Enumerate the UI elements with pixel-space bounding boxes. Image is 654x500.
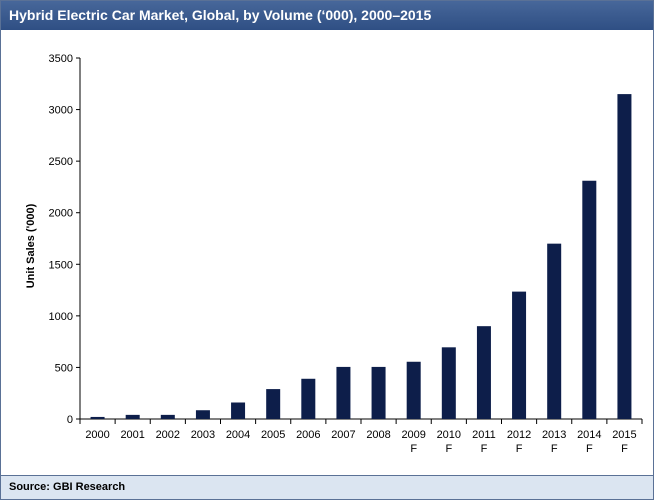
- bar-2007: [336, 366, 351, 419]
- y-tick-label: 3000: [49, 105, 73, 117]
- x-tick-label: 2002: [156, 429, 180, 441]
- x-tick-label: 2003: [191, 429, 215, 441]
- forecast-label: F: [410, 443, 417, 455]
- bar-2014: [582, 180, 597, 419]
- chart-title: Hybrid Electric Car Market, Global, by V…: [9, 7, 432, 23]
- x-tick-label: 2015: [612, 429, 636, 441]
- bar-2002: [160, 414, 175, 419]
- x-tick-label: 2008: [366, 429, 390, 441]
- x-tick-label: 2001: [120, 429, 144, 441]
- y-tick-label: 2000: [49, 208, 73, 220]
- footer-bar: Source: GBI Research: [1, 475, 653, 499]
- y-tick-label: 1500: [49, 259, 73, 271]
- x-tick-label: 2004: [226, 429, 250, 441]
- bar-2008: [371, 366, 386, 419]
- x-tick-label: 2000: [85, 429, 109, 441]
- bar-2001: [125, 414, 140, 419]
- title-bar: Hybrid Electric Car Market, Global, by V…: [1, 1, 653, 30]
- bar-2010: [441, 347, 456, 419]
- source-label: Source: GBI Research: [9, 481, 126, 493]
- x-tick-label: 2006: [296, 429, 320, 441]
- y-tick-label: 0: [67, 414, 73, 426]
- x-tick-label: 2014: [577, 429, 601, 441]
- x-tick-label: 2012: [507, 429, 531, 441]
- forecast-label: F: [481, 443, 488, 455]
- forecast-label: F: [516, 443, 523, 455]
- bar-2003: [195, 410, 210, 419]
- x-tick-label: 2009: [401, 429, 425, 441]
- bar-2000: [90, 416, 105, 419]
- forecast-label: F: [445, 443, 452, 455]
- x-tick-label: 2011: [472, 429, 496, 441]
- bar-2011: [476, 326, 491, 419]
- y-tick-label: 3500: [49, 53, 73, 65]
- bar-2013: [547, 243, 562, 419]
- bar-2004: [231, 402, 246, 419]
- x-tick-label: 2013: [542, 429, 566, 441]
- y-axis-title: Unit Sales ('000): [25, 203, 37, 288]
- x-tick-label: 2010: [437, 429, 461, 441]
- y-tick-label: 2500: [49, 156, 73, 168]
- bar-2009: [406, 361, 421, 419]
- forecast-label: F: [586, 443, 593, 455]
- bar-2006: [301, 378, 316, 419]
- bar-chart: Unit Sales ('000) 0 500 1000 1500 2000 2500 30…: [25, 53, 643, 455]
- y-tick-label: 500: [55, 362, 73, 374]
- x-tick-label: 2007: [331, 429, 355, 441]
- bar-2005: [266, 389, 281, 419]
- bar-2012: [512, 291, 527, 419]
- bar-2015: [617, 94, 632, 419]
- y-tick-label: 1000: [49, 311, 73, 323]
- x-tick-label: 2005: [261, 429, 285, 441]
- forecast-label: F: [621, 443, 628, 455]
- forecast-label: F: [551, 443, 558, 455]
